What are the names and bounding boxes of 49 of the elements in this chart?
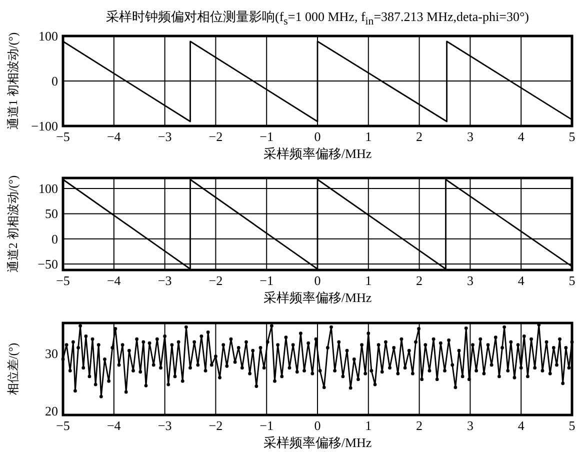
x-tick-label: 3	[466, 129, 474, 144]
x-tick-label: 2	[416, 129, 423, 144]
y-tick-label: 0	[52, 74, 58, 88]
x-tick-label: 0	[314, 129, 321, 144]
x-tick-label: −4	[106, 418, 122, 433]
y-tick-label: 100	[38, 181, 58, 196]
x-axis-title: 采样频率偏移/MHz	[263, 435, 372, 450]
x-tick-label: 0	[314, 273, 321, 288]
x-tick-label: 0	[314, 418, 321, 433]
x-tick-label: 1	[365, 273, 372, 288]
x-axis-title: 采样频率偏移/MHz	[263, 290, 372, 305]
chart-title: 采样时钟频偏对相位测量影响(f$_{s}$=1 000 MHz, f$_{in}$=387.213 MHz,deta-phi=30°)	[105, 8, 530, 28]
y-tick-label: −100	[31, 118, 58, 134]
x-tick-label: −5	[56, 129, 70, 144]
x-tick-label: −1	[260, 273, 274, 288]
x-tick-label: 4	[518, 418, 525, 433]
x-tick-label: −2	[208, 129, 223, 144]
y-tick-label: 20	[45, 403, 58, 418]
x-tick-label: 3	[466, 273, 474, 288]
y-tick-label: 0	[52, 231, 58, 246]
x-tick-label: −3	[158, 273, 172, 288]
x-tick-label: 5	[568, 418, 576, 433]
x-axis-title: 采样频率偏移/MHz	[263, 146, 372, 161]
y-axis-title: 通道2 初相波动/(°)	[6, 175, 20, 273]
x-tick-label: 5	[568, 273, 576, 288]
y-tick-label: 100	[38, 28, 58, 44]
x-tick-label: 5	[568, 129, 576, 144]
y-tick-label: 30	[45, 346, 58, 361]
x-tick-label: −4	[106, 129, 122, 144]
y-tick-label: 50	[45, 206, 58, 222]
x-tick-label: 1	[365, 418, 372, 433]
y-tick-label: −50	[38, 256, 58, 272]
x-tick-label: −3	[158, 418, 172, 433]
x-tick-label: −5	[56, 273, 70, 288]
x-tick-label: 4	[518, 129, 525, 144]
x-tick-label: 2	[416, 273, 423, 288]
x-tick-label: 3	[466, 418, 474, 433]
x-tick-label: −1	[260, 129, 274, 144]
x-tick-label: 1	[365, 129, 372, 144]
x-tick-label: −2	[208, 273, 223, 288]
x-tick-label: 4	[518, 273, 525, 288]
x-tick-label: −1	[260, 418, 274, 433]
x-tick-label: −5	[56, 418, 70, 433]
x-tick-label: −3	[158, 129, 172, 144]
y-axis-title: 通道1 初相波动/(°)	[6, 32, 20, 130]
x-tick-label: 2	[416, 418, 423, 433]
y-axis-title: 相位差/(°)	[6, 342, 20, 396]
x-tick-label: −4	[106, 273, 122, 288]
x-tick-label: −2	[208, 418, 223, 433]
